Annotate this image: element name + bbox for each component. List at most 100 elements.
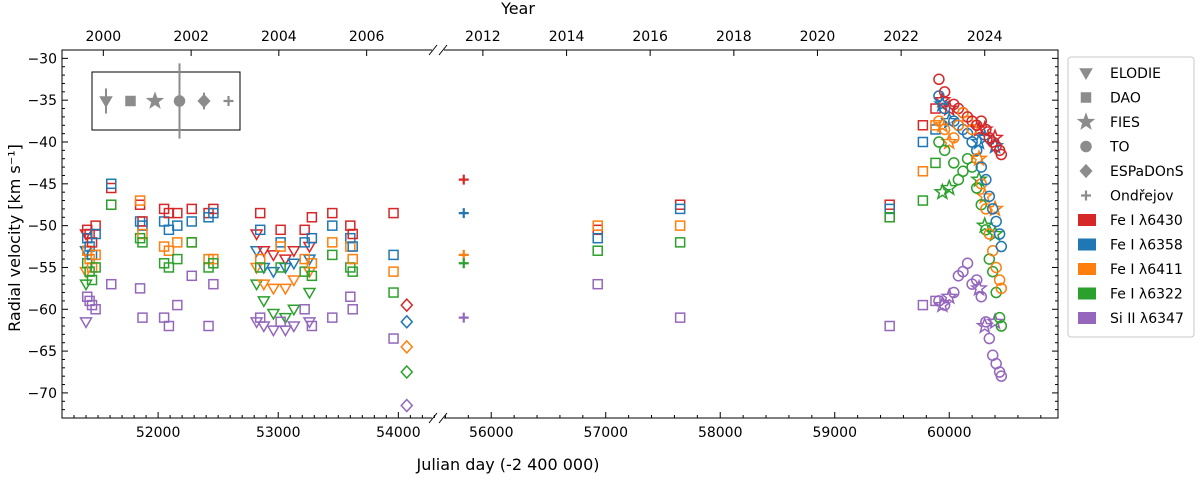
legend-label-instrument-5: Ondřejov bbox=[1110, 189, 1174, 205]
data-point-square-1-11 bbox=[186, 216, 197, 227]
data-point-square-4-7 bbox=[137, 312, 148, 323]
error-marker-5 bbox=[223, 96, 234, 106]
data-point-square-3-24 bbox=[327, 249, 338, 261]
legend-marker-diamond bbox=[1079, 163, 1093, 179]
data-point-circle-4-49 bbox=[980, 316, 992, 328]
data-point-triangle-1-18 bbox=[287, 258, 301, 271]
x-tick-label-3: 56000 bbox=[469, 425, 514, 441]
data-point-triangle-3-17 bbox=[278, 312, 293, 325]
data-point-triangle-0-16 bbox=[266, 250, 281, 262]
error-marker-2 bbox=[145, 91, 165, 109]
data-point-circle-4-48 bbox=[975, 290, 988, 303]
data-point-plus-1-29 bbox=[458, 208, 469, 219]
data-point-square-1-20 bbox=[254, 224, 266, 236]
data-point-star-3-38 bbox=[975, 215, 994, 234]
error-marker-4 bbox=[197, 93, 211, 109]
y-tick-label-2: −40 bbox=[27, 135, 57, 151]
data-point-square-2-33 bbox=[917, 166, 929, 177]
y-tick-label-4: −50 bbox=[27, 219, 57, 235]
legend-label-instrument-4: ESPaDOnS bbox=[1110, 164, 1184, 180]
data-point-circle-1-50 bbox=[983, 190, 996, 203]
x-tick-label-6: 59000 bbox=[812, 425, 857, 441]
legend: ELODIE DAO FIES TO ESPaDOnS Ondřejov Fe I λ643… bbox=[1067, 56, 1195, 338]
data-point-square-4-13 bbox=[208, 278, 219, 290]
data-point-diamond-3-28 bbox=[400, 364, 414, 380]
data-point-square-0-10 bbox=[172, 207, 183, 219]
data-point-square-3-34 bbox=[930, 157, 941, 169]
legend-swatch-1 bbox=[1078, 238, 1096, 251]
data-point-square-0-24 bbox=[327, 207, 338, 219]
data-point-circle-4-45 bbox=[961, 257, 974, 270]
error-bar-inset bbox=[91, 63, 241, 139]
data-point-square-4-6 bbox=[134, 283, 146, 294]
data-point-circle-3-40 bbox=[933, 136, 945, 148]
data-point-circle-1-49 bbox=[980, 173, 992, 186]
data-point-circle-1-41 bbox=[938, 102, 951, 115]
data-point-square-2-9 bbox=[163, 245, 175, 256]
y-tick-label-6: −60 bbox=[27, 302, 57, 318]
year-tick-label-5: 2014 bbox=[549, 29, 585, 45]
data-point-square-3-33 bbox=[917, 195, 929, 206]
data-point-square-4-33 bbox=[917, 299, 929, 311]
x-tick-label-7: 60000 bbox=[927, 425, 972, 441]
data-point-square-2-11 bbox=[186, 237, 197, 248]
data-point-triangle-4-16 bbox=[266, 325, 281, 338]
data-point-square-4-26 bbox=[347, 304, 358, 315]
axes: −30 −35 −40 −45 −50 −55 −60 −65 −70 52000 53000 540… bbox=[27, 29, 1059, 441]
data-point-circle-3-41 bbox=[938, 144, 951, 157]
data-point-triangle-4-18 bbox=[287, 321, 301, 333]
data-point-triangle-3-14 bbox=[249, 279, 264, 292]
data-point-square-4-20 bbox=[254, 312, 266, 323]
data-point-square-2-21 bbox=[275, 241, 286, 252]
data-point-square-3-10 bbox=[172, 253, 183, 265]
year-tick-label-4: 2012 bbox=[465, 29, 501, 45]
data-point-square-3-11 bbox=[186, 237, 197, 248]
data-point-square-1-24 bbox=[327, 220, 338, 231]
legend-label-line-2: Fe I λ6411 bbox=[1110, 262, 1183, 278]
data-point-circle-2-54 bbox=[995, 282, 1008, 295]
data-point-square-4-12 bbox=[203, 320, 214, 332]
data-point-square-2-27 bbox=[388, 266, 399, 277]
year-tick-label-3: 2006 bbox=[349, 29, 385, 45]
data-point-square-2-6 bbox=[134, 195, 146, 206]
data-point-square-0-27 bbox=[388, 207, 399, 219]
legend-swatch-3 bbox=[1078, 287, 1096, 300]
data-point-circle-2-42 bbox=[948, 132, 960, 144]
data-point-square-2-10 bbox=[172, 237, 183, 248]
data-point-triangle-4-0 bbox=[79, 317, 93, 329]
data-point-square-3-30 bbox=[592, 245, 603, 256]
y-tick-label-7: −65 bbox=[27, 344, 57, 360]
data-point-triangle-3-15 bbox=[257, 296, 271, 308]
legend-marker-triangle bbox=[1079, 68, 1093, 80]
year-tick-label-9: 2022 bbox=[883, 29, 919, 45]
data-point-circle-1-51 bbox=[986, 203, 999, 215]
year-tick-label-7: 2018 bbox=[716, 29, 752, 45]
data-point-triangle-1-14 bbox=[249, 245, 264, 258]
x-tick-label-2: 54000 bbox=[376, 425, 421, 441]
data-point-square-4-5 bbox=[106, 278, 117, 290]
break-gap-1 bbox=[432, 414, 444, 422]
data-point-square-0-22 bbox=[299, 224, 310, 236]
data-point-plus-0-29 bbox=[458, 174, 469, 185]
data-point-star-4-35 bbox=[933, 295, 952, 313]
data-point-square-3-23 bbox=[306, 270, 318, 282]
data-point-square-2-30 bbox=[592, 220, 603, 231]
data-point-circle-1-47 bbox=[970, 144, 983, 157]
data-point-square-1-5 bbox=[106, 178, 117, 190]
data-point-circle-1-40 bbox=[933, 90, 945, 102]
legend-label-instrument-3: TO bbox=[1109, 140, 1130, 156]
data-point-square-4-21 bbox=[275, 316, 286, 328]
data-point-circle-1-48 bbox=[975, 161, 988, 173]
data-point-triangle-0-15 bbox=[257, 245, 271, 258]
data-point-square-4-10 bbox=[172, 299, 183, 311]
break-mark-b-0 bbox=[438, 44, 448, 56]
legend-marker-plus bbox=[1081, 190, 1091, 201]
data-point-circle-0-54 bbox=[995, 148, 1008, 161]
plot-area bbox=[79, 73, 1008, 413]
legend-label-line-0: Fe I λ6430 bbox=[1110, 213, 1183, 229]
data-point-triangle-3-16 bbox=[266, 308, 281, 321]
y-axis-title: Radial velocity [km s⁻¹] bbox=[5, 144, 24, 332]
data-point-star-4-36 bbox=[940, 287, 959, 305]
data-point-star-3-36 bbox=[940, 178, 959, 196]
data-point-square-3-21 bbox=[275, 262, 286, 273]
